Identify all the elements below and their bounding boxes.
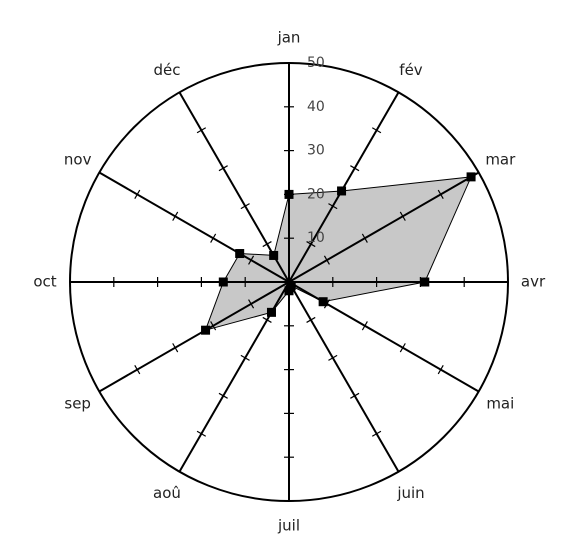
tick-mark [134, 189, 141, 200]
marker [284, 286, 294, 296]
tick-mark [172, 211, 179, 221]
tick-mark [361, 233, 368, 243]
marker [466, 172, 476, 182]
marker [269, 250, 279, 260]
tick-mark [262, 241, 272, 248]
tick-mark [399, 211, 406, 221]
spoke [288, 281, 480, 393]
tick-mark [240, 203, 250, 210]
category-label: aoû [153, 484, 181, 502]
marker [420, 277, 430, 287]
tick-mark [172, 343, 179, 353]
marker [218, 277, 228, 287]
spoke [178, 91, 290, 283]
tick-mark [393, 468, 404, 475]
spoke [98, 171, 290, 283]
category-label: avr [521, 273, 546, 291]
tick-mark [475, 167, 482, 178]
tick-mark [437, 364, 444, 375]
tick-mark [361, 321, 368, 331]
tick-mark [475, 386, 482, 397]
tick-mark [437, 189, 444, 200]
spoke [98, 281, 290, 393]
category-label: nov [64, 151, 92, 169]
marker [284, 189, 294, 199]
tick-mark [210, 233, 217, 243]
tick-label: 50 [307, 55, 325, 71]
tick-mark [196, 430, 207, 437]
category-label: mar [485, 151, 516, 169]
category-label: jan [277, 29, 301, 47]
tick-mark [218, 392, 228, 399]
marker [318, 297, 328, 307]
spoke [288, 171, 480, 283]
tick-mark [328, 203, 338, 210]
tick-mark [323, 255, 330, 265]
marker [266, 307, 276, 317]
tick-mark [196, 127, 207, 134]
tick-mark [210, 321, 217, 331]
tick-mark [350, 392, 360, 399]
category-label: oct [33, 273, 56, 291]
tick-mark [393, 89, 404, 96]
category-label: mai [486, 395, 514, 413]
tick-mark [134, 364, 141, 375]
marker [201, 325, 211, 335]
tick-mark [248, 299, 255, 309]
tick-mark [218, 165, 228, 172]
tick-label: 20 [307, 186, 325, 202]
tick-mark [371, 127, 382, 134]
tick-mark [240, 354, 250, 361]
tick-label: 40 [307, 99, 325, 115]
tick-mark [96, 167, 103, 178]
tick-mark [306, 241, 316, 248]
marker [337, 186, 347, 196]
category-label: sep [64, 395, 91, 413]
category-label: juil [277, 517, 300, 535]
tick-mark [399, 343, 406, 353]
marker [286, 281, 296, 291]
marker [235, 249, 245, 259]
tick-mark [262, 316, 272, 323]
tick-mark [328, 354, 338, 361]
tick-label: 10 [307, 230, 325, 246]
tick-mark [174, 468, 185, 475]
tick-mark [371, 430, 382, 437]
tick-mark [350, 165, 360, 172]
category-label: déc [154, 61, 181, 79]
category-label: juin [396, 484, 424, 502]
spoke [288, 281, 400, 473]
tick-label: 30 [307, 143, 325, 159]
tick-mark [306, 316, 316, 323]
tick-mark [96, 386, 103, 397]
tick-mark [174, 89, 185, 96]
tick-mark [248, 255, 255, 265]
category-label: fév [399, 61, 423, 79]
